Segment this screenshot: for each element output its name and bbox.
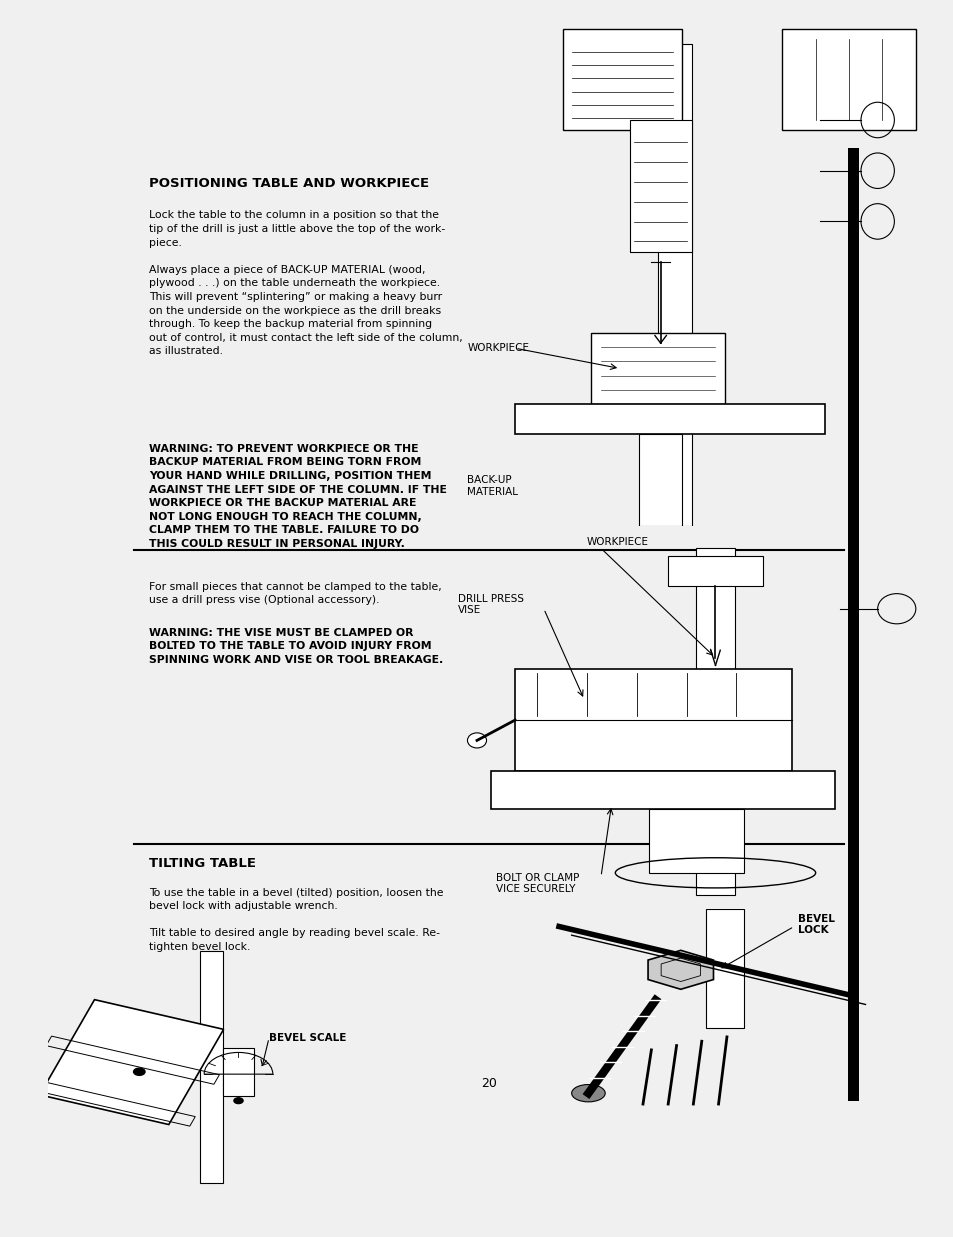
- FancyBboxPatch shape: [705, 909, 743, 1028]
- Circle shape: [571, 1085, 604, 1102]
- Circle shape: [133, 1068, 145, 1075]
- FancyBboxPatch shape: [846, 148, 858, 1101]
- FancyBboxPatch shape: [515, 404, 824, 434]
- FancyBboxPatch shape: [515, 669, 791, 771]
- Text: WORKPIECE: WORKPIECE: [586, 537, 648, 547]
- Text: BEVEL SCALE: BEVEL SCALE: [269, 1033, 346, 1043]
- Text: POSITIONING TABLE AND WORKPIECE: POSITIONING TABLE AND WORKPIECE: [149, 177, 429, 190]
- FancyBboxPatch shape: [658, 45, 691, 526]
- FancyBboxPatch shape: [667, 555, 762, 586]
- Polygon shape: [40, 999, 223, 1124]
- Text: BOLT OR CLAMP
VICE SECURELY: BOLT OR CLAMP VICE SECURELY: [496, 873, 578, 894]
- FancyBboxPatch shape: [591, 333, 724, 404]
- Text: WORKPIECE: WORKPIECE: [467, 343, 529, 354]
- FancyBboxPatch shape: [648, 809, 743, 873]
- Text: BEVEL
LOCK: BEVEL LOCK: [798, 913, 834, 935]
- FancyBboxPatch shape: [639, 434, 681, 526]
- Text: BACK-UP
MATERIAL: BACK-UP MATERIAL: [467, 475, 517, 496]
- FancyBboxPatch shape: [562, 28, 681, 130]
- Text: For small pieces that cannot be clamped to the table,
use a drill press vise (Op: For small pieces that cannot be clamped …: [149, 581, 441, 605]
- Text: WARNING: THE VISE MUST BE CLAMPED OR
BOLTED TO THE TABLE TO AVOID INJURY FROM
SP: WARNING: THE VISE MUST BE CLAMPED OR BOL…: [149, 627, 442, 664]
- Text: To use the table in a bevel (tilted) position, loosen the
bevel lock with adjust: To use the table in a bevel (tilted) pos…: [149, 888, 443, 952]
- Text: 20: 20: [480, 1076, 497, 1090]
- FancyBboxPatch shape: [200, 951, 223, 1183]
- Text: DRILL PRESS
VISE: DRILL PRESS VISE: [457, 594, 523, 615]
- FancyBboxPatch shape: [629, 120, 691, 252]
- FancyBboxPatch shape: [491, 771, 834, 809]
- Text: WARNING: TO PREVENT WORKPIECE OR THE
BACKUP MATERIAL FROM BEING TORN FROM
YOUR H: WARNING: TO PREVENT WORKPIECE OR THE BAC…: [149, 444, 446, 549]
- Circle shape: [467, 732, 486, 748]
- Polygon shape: [647, 950, 713, 990]
- FancyBboxPatch shape: [781, 28, 915, 130]
- FancyBboxPatch shape: [223, 1048, 253, 1096]
- Circle shape: [233, 1097, 243, 1103]
- FancyBboxPatch shape: [696, 548, 734, 896]
- Text: Lock the table to the column in a position so that the
tip of the drill is just : Lock the table to the column in a positi…: [149, 210, 462, 356]
- Text: TILTING TABLE: TILTING TABLE: [149, 857, 255, 870]
